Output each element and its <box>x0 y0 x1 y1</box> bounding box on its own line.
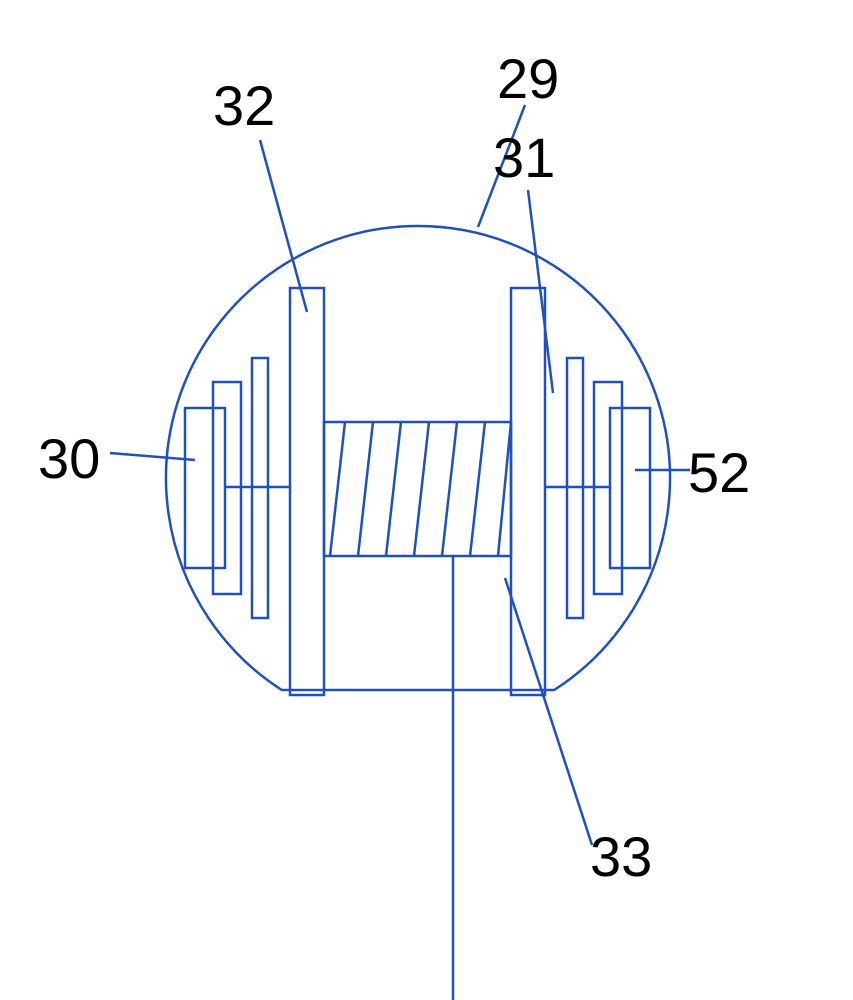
label-30: 30 <box>38 426 100 491</box>
label-29: 29 <box>497 46 559 111</box>
label-33: 33 <box>590 824 652 889</box>
label-52: 52 <box>688 440 750 505</box>
label-32: 32 <box>213 73 275 138</box>
label-31: 31 <box>493 125 555 190</box>
